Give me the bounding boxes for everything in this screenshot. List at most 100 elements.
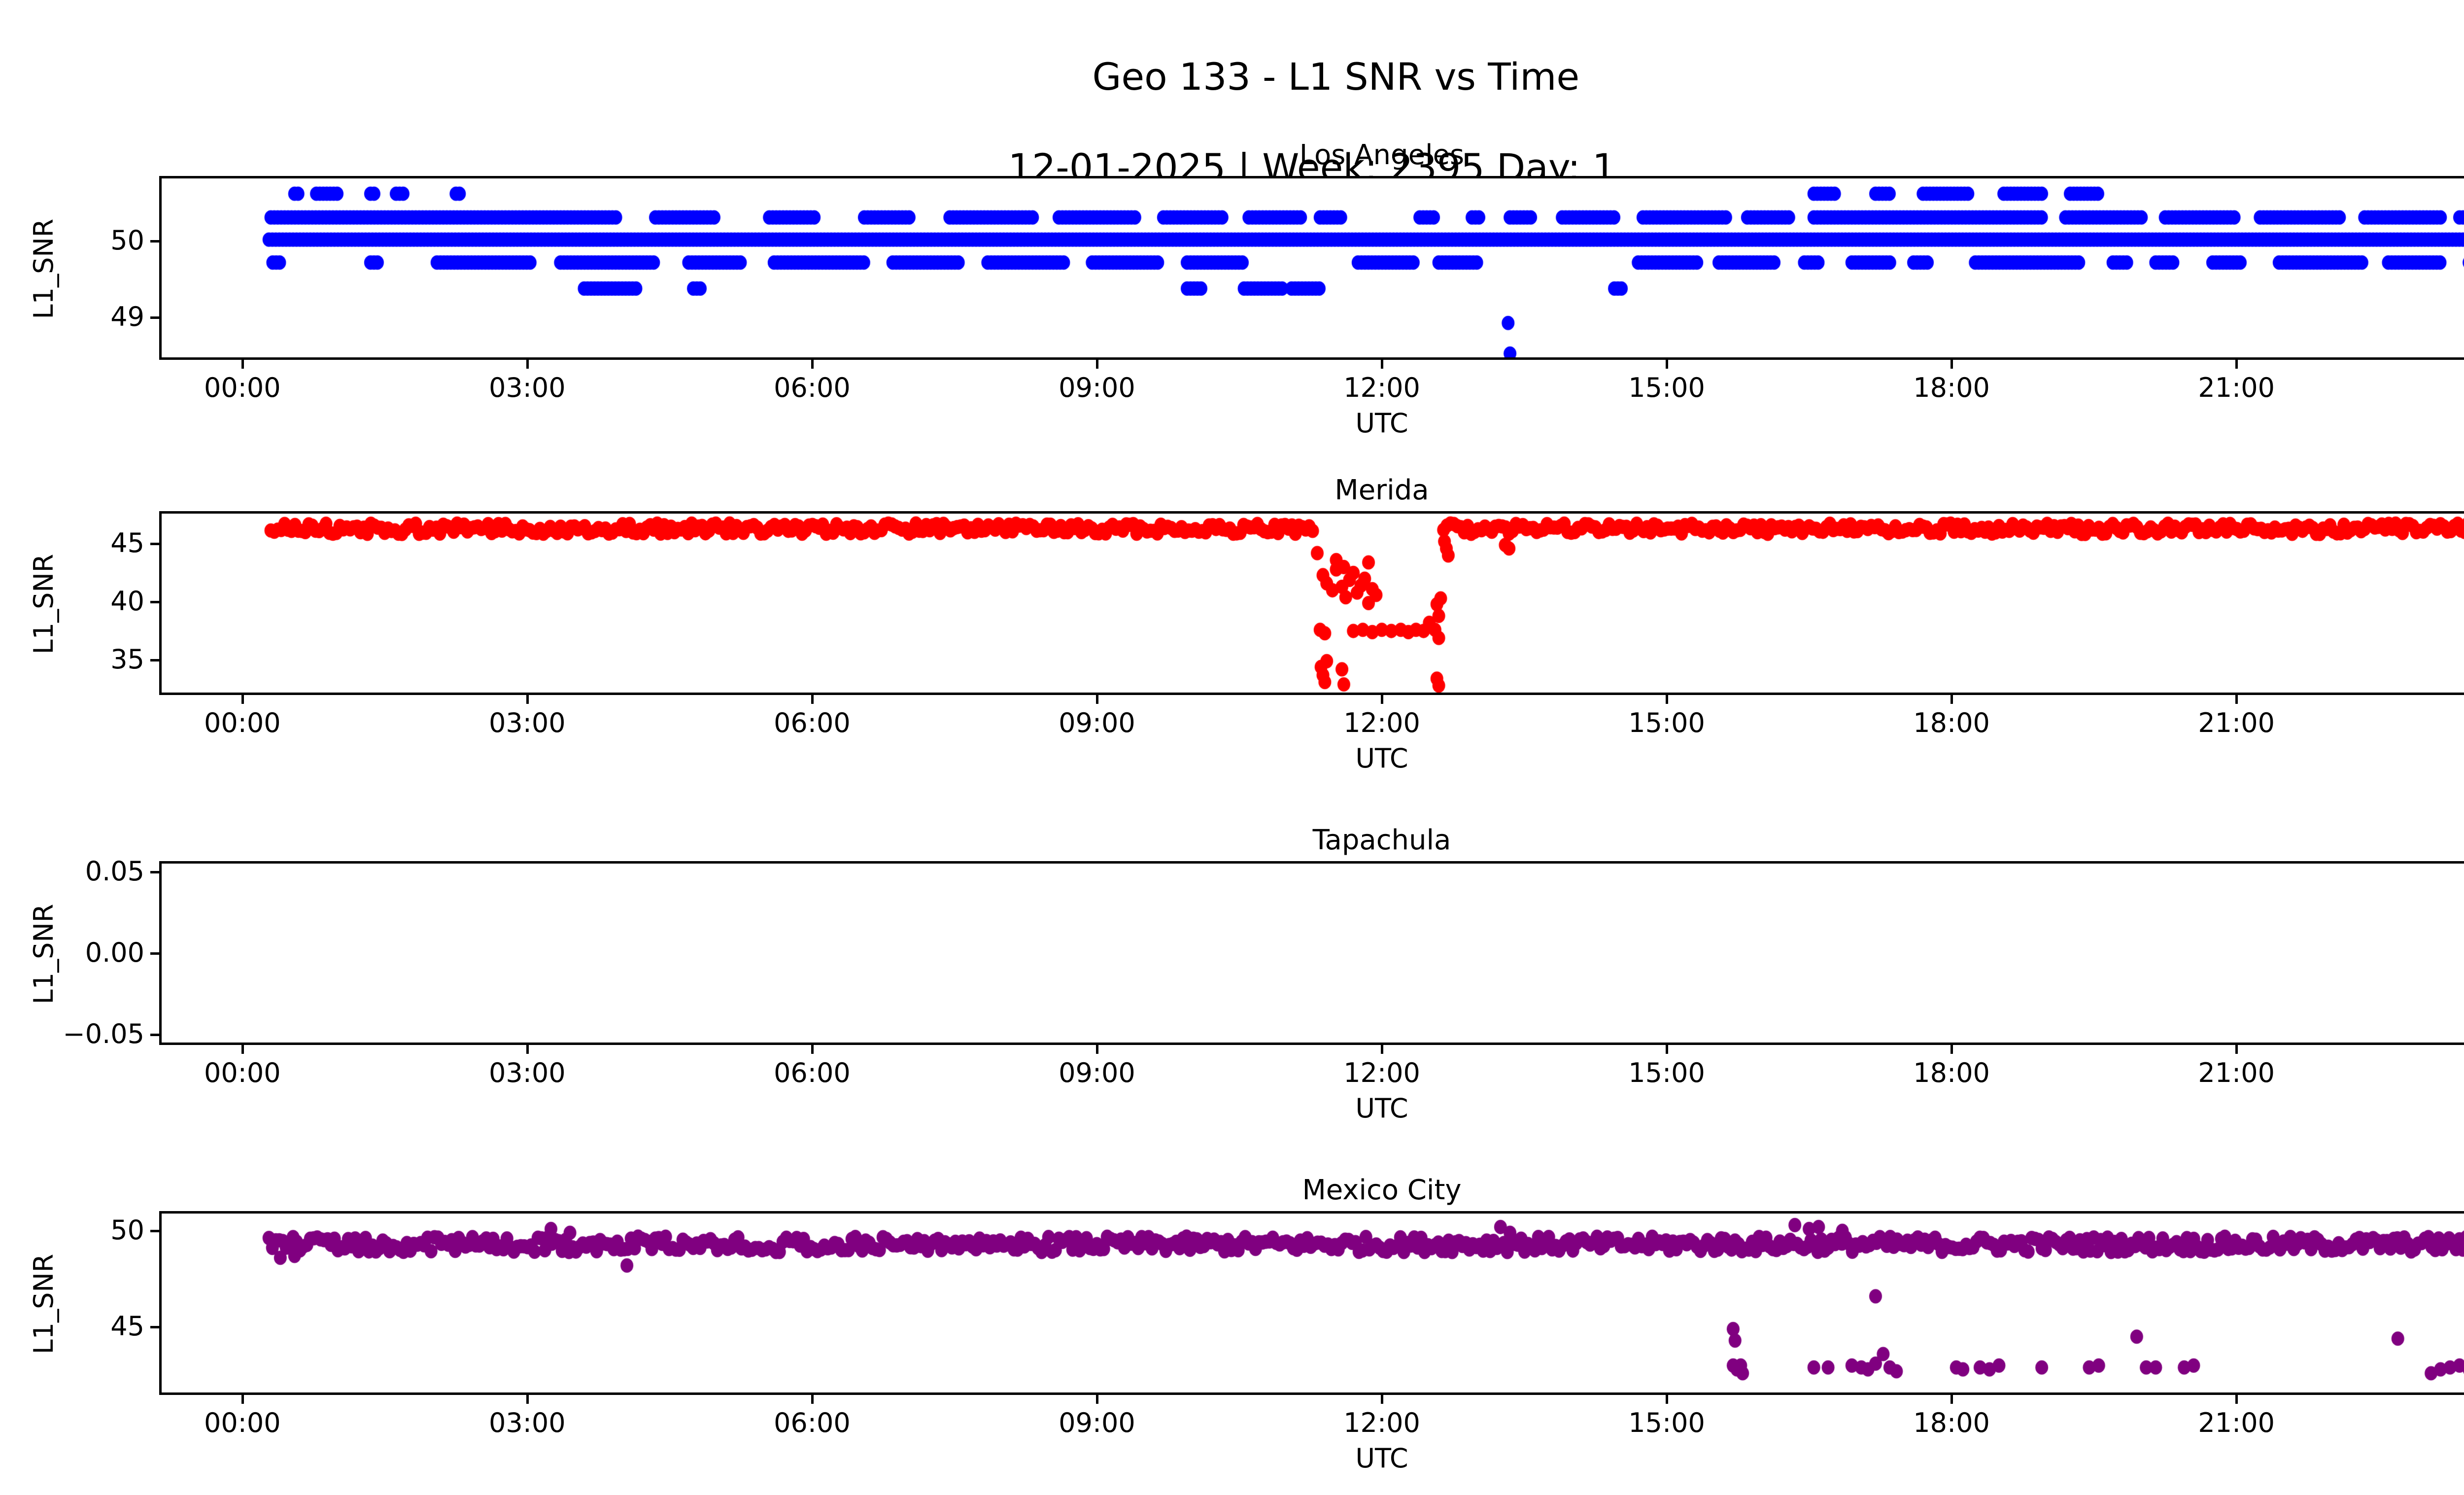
y-axis-label-tapachula: L1_SNR <box>28 904 59 1004</box>
x-tick-label-mexico-city-2: 06:00 <box>774 1407 851 1438</box>
x-tick-mark-mexico-city-3 <box>1095 1395 1098 1404</box>
y-tick-label-merida-1: 40 <box>110 586 144 617</box>
x-tick-mark-los-angeles-5 <box>1666 360 1669 369</box>
x-tick-mark-los-angeles-6 <box>1951 360 1953 369</box>
x-tick-mark-mexico-city-6 <box>1951 1395 1953 1404</box>
x-tick-mark-los-angeles-7 <box>2235 360 2238 369</box>
x-tick-label-mexico-city-6: 18:00 <box>1913 1407 1990 1438</box>
x-tick-mark-los-angeles-2 <box>811 360 814 369</box>
y-tick-mark-merida-2 <box>150 543 159 546</box>
plot-area-mexico-city <box>159 1211 2464 1395</box>
y-tick-mark-los-angeles-0 <box>150 316 159 319</box>
x-tick-label-tapachula-0: 00:00 <box>204 1057 281 1088</box>
x-tick-label-los-angeles-8: 00:00 <box>2447 375 2464 401</box>
subplot-title-tapachula: Tapachula <box>1312 824 1451 856</box>
x-axis-label-mexico-city: UTC <box>1355 1443 1408 1474</box>
x-tick-mark-mexico-city-5 <box>1666 1395 1669 1404</box>
scatter-canvas-tapachula <box>162 864 2464 1043</box>
scatter-canvas-los-angeles <box>162 178 2464 357</box>
x-tick-mark-merida-3 <box>1095 695 1098 704</box>
x-tick-mark-los-angeles-3 <box>1095 360 1098 369</box>
y-axis-label-mexico-city: L1_SNR <box>28 1253 59 1354</box>
plot-area-los-angeles <box>159 176 2464 360</box>
y-tick-mark-tapachula-2 <box>150 870 159 873</box>
x-tick-label-tapachula-4: 12:00 <box>1343 1057 1420 1088</box>
figure-title-line-1: Geo 133 - L1 SNR vs Time <box>1092 55 1580 99</box>
x-tick-mark-tapachula-7 <box>2235 1045 2238 1054</box>
y-tick-label-merida-2: 45 <box>110 527 144 559</box>
x-tick-label-tapachula-3: 09:00 <box>1059 1057 1135 1088</box>
y-tick-mark-merida-0 <box>150 659 159 661</box>
x-tick-mark-merida-2 <box>811 695 814 704</box>
x-tick-label-tapachula-2: 06:00 <box>774 1057 851 1088</box>
x-tick-mark-tapachula-2 <box>811 1045 814 1054</box>
x-tick-label-los-angeles-5: 15:00 <box>1628 372 1705 403</box>
x-tick-label-tapachula-8: 00:00 <box>2447 1060 2464 1086</box>
x-tick-label-tapachula-7: 21:00 <box>2198 1057 2275 1088</box>
x-tick-label-merida-1: 03:00 <box>489 707 566 738</box>
y-tick-mark-mexico-city-0 <box>150 1326 159 1329</box>
x-axis-label-los-angeles: UTC <box>1355 408 1408 439</box>
x-tick-mark-los-angeles-0 <box>241 360 244 369</box>
x-tick-label-los-angeles-1: 03:00 <box>489 372 566 403</box>
x-tick-mark-mexico-city-4 <box>1381 1395 1383 1404</box>
y-tick-mark-tapachula-1 <box>150 952 159 955</box>
subplot-title-merida: Merida <box>1335 474 1429 506</box>
scatter-canvas-mexico-city <box>162 1214 2464 1392</box>
x-tick-mark-merida-4 <box>1381 695 1383 704</box>
subplot-title-mexico-city: Mexico City <box>1302 1174 1462 1206</box>
y-tick-label-tapachula-1: 0.00 <box>85 937 144 968</box>
x-tick-label-mexico-city-5: 15:00 <box>1628 1407 1705 1438</box>
x-tick-label-merida-3: 09:00 <box>1059 707 1135 738</box>
y-tick-label-mexico-city-1: 50 <box>110 1215 144 1246</box>
x-tick-mark-merida-7 <box>2235 695 2238 704</box>
x-tick-label-los-angeles-3: 09:00 <box>1059 372 1135 403</box>
x-tick-label-los-angeles-6: 18:00 <box>1913 372 1990 403</box>
plot-area-tapachula <box>159 861 2464 1045</box>
y-tick-label-mexico-city-0: 45 <box>110 1311 144 1342</box>
x-tick-label-los-angeles-7: 21:00 <box>2198 372 2275 403</box>
x-tick-label-mexico-city-3: 09:00 <box>1059 1407 1135 1438</box>
x-tick-label-los-angeles-4: 12:00 <box>1343 372 1420 403</box>
x-tick-mark-merida-6 <box>1951 695 1953 704</box>
x-tick-label-mexico-city-7: 21:00 <box>2198 1407 2275 1438</box>
y-tick-label-tapachula-2: 0.05 <box>85 855 144 887</box>
y-tick-mark-merida-1 <box>150 601 159 604</box>
x-tick-mark-tapachula-5 <box>1666 1045 1669 1054</box>
x-tick-mark-merida-1 <box>526 695 529 704</box>
x-tick-mark-merida-5 <box>1666 695 1669 704</box>
y-tick-mark-los-angeles-1 <box>150 240 159 243</box>
x-tick-label-merida-8: 00:00 <box>2447 710 2464 736</box>
x-tick-label-tapachula-6: 18:00 <box>1913 1057 1990 1088</box>
x-tick-label-merida-2: 06:00 <box>774 707 851 738</box>
x-tick-label-mexico-city-0: 00:00 <box>204 1407 281 1438</box>
y-axis-label-merida: L1_SNR <box>28 554 59 654</box>
scatter-canvas-merida <box>162 514 2464 693</box>
x-tick-label-merida-7: 21:00 <box>2198 707 2275 738</box>
y-tick-label-tapachula-0: −0.05 <box>63 1018 144 1049</box>
x-tick-mark-tapachula-3 <box>1095 1045 1098 1054</box>
x-axis-label-merida: UTC <box>1355 743 1408 774</box>
x-tick-label-merida-6: 18:00 <box>1913 707 1990 738</box>
y-tick-mark-tapachula-0 <box>150 1033 159 1036</box>
x-tick-label-tapachula-5: 15:00 <box>1628 1057 1705 1088</box>
x-tick-mark-los-angeles-1 <box>526 360 529 369</box>
x-tick-mark-los-angeles-4 <box>1381 360 1383 369</box>
x-tick-label-merida-0: 00:00 <box>204 707 281 738</box>
x-tick-mark-tapachula-6 <box>1951 1045 1953 1054</box>
x-tick-mark-tapachula-0 <box>241 1045 244 1054</box>
y-tick-label-los-angeles-0: 49 <box>110 301 144 333</box>
x-tick-mark-mexico-city-0 <box>241 1395 244 1404</box>
x-tick-mark-mexico-city-2 <box>811 1395 814 1404</box>
x-tick-label-los-angeles-0: 00:00 <box>204 372 281 403</box>
subplot-title-los-angeles: Los Angeles <box>1299 139 1465 171</box>
x-tick-mark-merida-0 <box>241 695 244 704</box>
y-tick-label-los-angeles-1: 50 <box>110 225 144 256</box>
x-tick-label-los-angeles-2: 06:00 <box>774 372 851 403</box>
x-axis-label-tapachula: UTC <box>1355 1093 1408 1124</box>
x-tick-mark-mexico-city-1 <box>526 1395 529 1404</box>
x-tick-label-merida-4: 12:00 <box>1343 707 1420 738</box>
x-tick-label-tapachula-1: 03:00 <box>489 1057 566 1088</box>
x-tick-mark-tapachula-4 <box>1381 1045 1383 1054</box>
